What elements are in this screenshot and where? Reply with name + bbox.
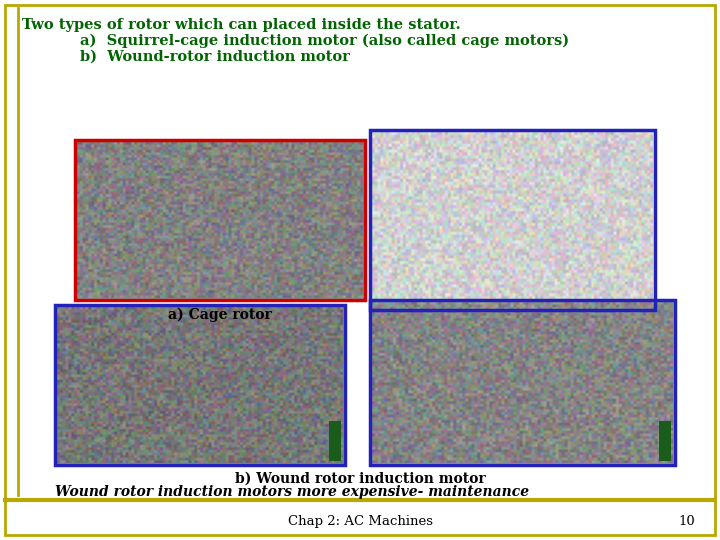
Bar [75, 140, 365, 300]
Text: a)  Squirrel-cage induction motor (also called cage motors): a) Squirrel-cage induction motor (also c… [80, 34, 569, 49]
Text: 10: 10 [678, 515, 695, 528]
Bar [370, 130, 655, 310]
Bar [329, 421, 341, 461]
Bar [55, 305, 345, 465]
Text: Wound rotor induction motors more expensive- maintenance: Wound rotor induction motors more expens… [55, 485, 529, 499]
Bar [659, 421, 671, 461]
Text: Chap 2: AC Machines: Chap 2: AC Machines [287, 515, 433, 528]
Text: b)  Wound-rotor induction motor: b) Wound-rotor induction motor [80, 50, 350, 64]
Text: Two types of rotor which can placed inside the stator.: Two types of rotor which can placed insi… [22, 18, 461, 32]
Bar [370, 300, 675, 465]
Bar [75, 140, 365, 300]
Bar [55, 305, 345, 465]
Text: a) Cage rotor: a) Cage rotor [168, 308, 272, 322]
Bar [370, 130, 655, 310]
Bar [370, 300, 675, 465]
Text: b) Wound rotor induction motor: b) Wound rotor induction motor [235, 472, 485, 486]
